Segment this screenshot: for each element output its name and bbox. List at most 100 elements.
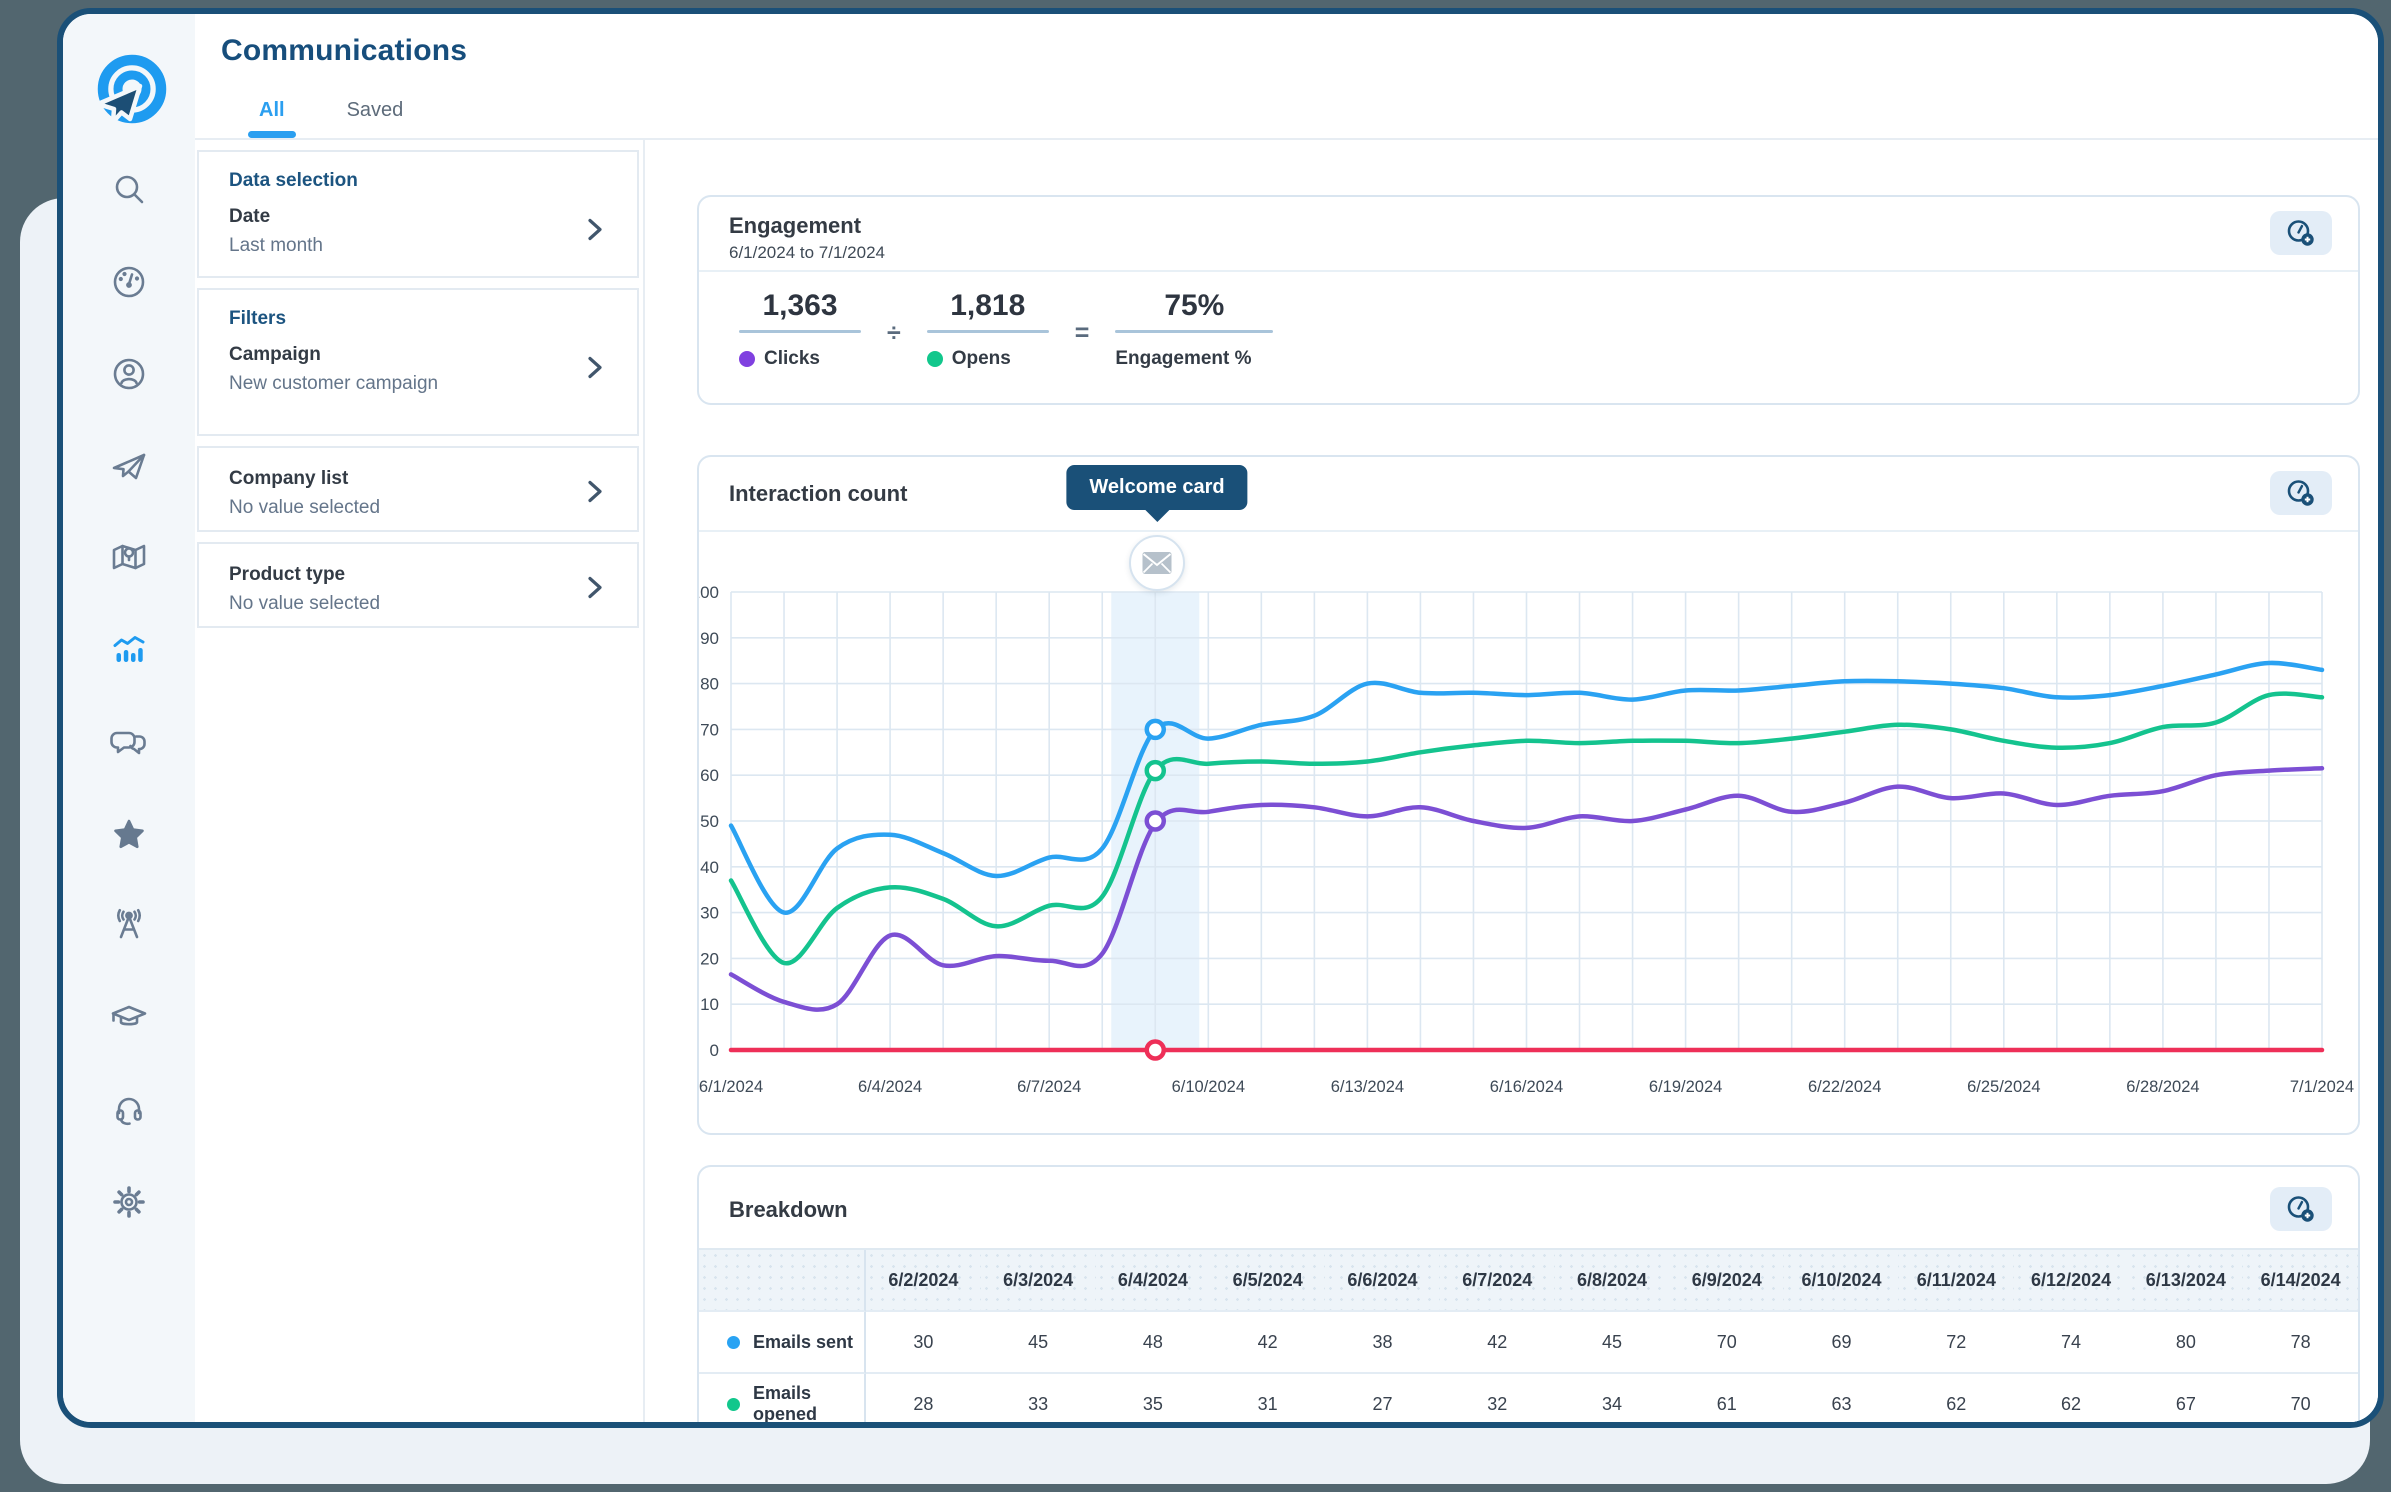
- email-event-badge[interactable]: [1129, 535, 1185, 591]
- chevron-right-icon: [587, 354, 603, 385]
- x-tick-label: 7/1/2024: [2290, 1078, 2354, 1096]
- graduation-cap-icon[interactable]: [107, 996, 151, 1040]
- engagement-card: Engagement 6/1/2024 to 7/1/2024 1,363 Cl…: [697, 195, 2360, 405]
- table-cell: 28: [866, 1374, 981, 1428]
- y-tick-label: 70: [700, 720, 719, 739]
- clicks-dot: [739, 351, 755, 367]
- gauge-icon[interactable]: [107, 260, 151, 304]
- table-cell: 30: [866, 1312, 981, 1374]
- app-logo[interactable]: [85, 50, 173, 138]
- tab-saved[interactable]: Saved: [339, 82, 412, 138]
- table-row-label: Emails opened: [699, 1374, 866, 1428]
- opens-dot: [927, 351, 943, 367]
- chat-icon[interactable]: [107, 720, 151, 764]
- table-cell: 61: [1669, 1374, 1784, 1428]
- table-row-label: Emails sent: [699, 1312, 866, 1374]
- tab-bar: All Saved: [251, 82, 411, 138]
- envelope-icon: [1142, 551, 1172, 575]
- app-window: Communications All Saved Data selection …: [57, 8, 2384, 1428]
- gear-icon[interactable]: [107, 1180, 151, 1224]
- table-header-cell: 6/6/2024: [1325, 1250, 1440, 1312]
- tab-all[interactable]: All: [251, 82, 293, 138]
- table-header-cell: 6/11/2024: [1899, 1250, 2014, 1312]
- filter-item-date[interactable]: Date Last month: [229, 206, 607, 257]
- filter-item-company-list[interactable]: Company list No value selected: [229, 468, 607, 519]
- filter-item-campaign[interactable]: Campaign New customer campaign: [229, 344, 607, 395]
- filter-label: Company list: [229, 468, 563, 490]
- filters-box: Filters Campaign New customer campaign: [197, 288, 639, 436]
- star-icon[interactable]: [107, 812, 151, 856]
- table-cell: 42: [1210, 1312, 1325, 1374]
- table-header-cell: 6/12/2024: [2014, 1250, 2129, 1312]
- y-tick-label: 0: [710, 1041, 719, 1060]
- map-icon[interactable]: [107, 536, 151, 580]
- equals-sign: =: [1075, 319, 1090, 348]
- filters-heading: Filters: [229, 308, 607, 330]
- table-cell: 42: [1440, 1312, 1555, 1374]
- filter-label: Product type: [229, 564, 563, 586]
- table-header-cell: 6/7/2024: [1440, 1250, 1555, 1312]
- table-header-cell: 6/14/2024: [2243, 1250, 2358, 1312]
- table-cell: 62: [1899, 1374, 2014, 1428]
- topbar: Communications All Saved: [195, 14, 2378, 140]
- table-header-cell: 6/2/2024: [866, 1250, 981, 1312]
- x-tick-label: 6/7/2024: [1017, 1078, 1081, 1096]
- y-tick-label: 90: [700, 629, 719, 648]
- engagement-percent-label: Engagement %: [1115, 348, 1251, 370]
- fraction-line: [739, 330, 861, 333]
- table-cell: 45: [981, 1312, 1096, 1374]
- table-cell: 63: [1784, 1374, 1899, 1428]
- analytics-icon[interactable]: [107, 628, 151, 672]
- chevron-right-icon: [587, 574, 603, 605]
- company-list-box: Company list No value selected: [197, 446, 639, 532]
- breakdown-card: Breakdown 6/2/20246/3/20246/4/20246/5/20…: [697, 1165, 2360, 1428]
- table-cell: 78: [2243, 1312, 2358, 1374]
- engagement-result: 75% Engagement %: [1115, 289, 1273, 370]
- data-selection-heading: Data selection: [229, 170, 607, 192]
- table-header-cell: 6/5/2024: [1210, 1250, 1325, 1312]
- welcome-card-tooltip: Welcome card: [1066, 465, 1247, 510]
- add-to-dashboard-button[interactable]: [2270, 211, 2332, 255]
- table-cell: 80: [2128, 1312, 2243, 1374]
- filter-value: Last month: [229, 235, 563, 257]
- broadcast-icon[interactable]: [107, 904, 151, 948]
- series-dot: [727, 1398, 740, 1411]
- table-cell: 38: [1325, 1312, 1440, 1374]
- y-tick-label: 60: [700, 766, 719, 785]
- add-to-dashboard-button[interactable]: [2270, 1187, 2332, 1231]
- filter-value: No value selected: [229, 593, 563, 615]
- x-tick-label: 6/25/2024: [1967, 1078, 2040, 1096]
- divide-sign: ÷: [887, 319, 901, 348]
- clicks-metric: 1,363 Clicks: [739, 289, 861, 370]
- filter-item-product-type[interactable]: Product type No value selected: [229, 564, 607, 615]
- y-tick-label: 40: [700, 858, 719, 877]
- main-content: Engagement 6/1/2024 to 7/1/2024 1,363 Cl…: [645, 140, 2378, 1422]
- engagement-title: Engagement: [729, 213, 861, 239]
- marker-emails-sent: [1147, 721, 1164, 738]
- contact-icon[interactable]: [107, 352, 151, 396]
- table-cell: 67: [2128, 1374, 2243, 1428]
- search-icon[interactable]: [107, 168, 151, 212]
- send-icon[interactable]: [107, 444, 151, 488]
- table-cell: 74: [2014, 1312, 2129, 1374]
- y-tick-label: 100: [699, 583, 719, 602]
- headset-icon[interactable]: [107, 1088, 151, 1132]
- chevron-right-icon: [587, 478, 603, 509]
- table-header-cell: 6/10/2024: [1784, 1250, 1899, 1312]
- engagement-date-range: 6/1/2024 to 7/1/2024: [729, 243, 885, 263]
- table-cell: 72: [1899, 1312, 2014, 1374]
- data-selection-box: Data selection Date Last month: [197, 150, 639, 278]
- sidebar-nav: [63, 168, 195, 1224]
- gauge-plus-icon: [2285, 218, 2317, 248]
- y-tick-label: 80: [700, 675, 719, 694]
- opens-label: Opens: [952, 348, 1011, 370]
- divider: [699, 270, 2358, 272]
- table-cell: 33: [981, 1374, 1096, 1428]
- y-tick-label: 20: [700, 949, 719, 968]
- table-cell: 69: [1784, 1312, 1899, 1374]
- table-header-cell: 6/8/2024: [1555, 1250, 1670, 1312]
- table-cell: 48: [1096, 1312, 1211, 1374]
- marker-emails-opened: [1147, 762, 1164, 779]
- breakdown-title: Breakdown: [729, 1197, 848, 1223]
- add-to-dashboard-button[interactable]: [2270, 471, 2332, 515]
